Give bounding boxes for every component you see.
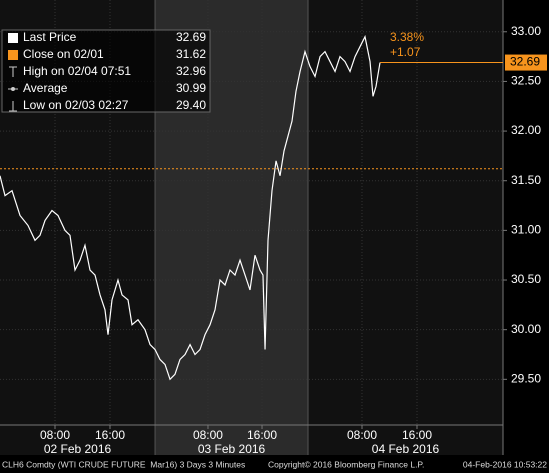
legend-label: Close on 02/01 xyxy=(23,47,104,61)
legend-icon xyxy=(8,50,18,60)
legend-value: 31.62 xyxy=(176,47,206,61)
y-tick-label: 31.50 xyxy=(511,173,541,187)
legend-label: High on 02/04 07:51 xyxy=(23,64,131,78)
legend-value: 30.99 xyxy=(176,81,206,95)
legend-icon xyxy=(9,66,17,77)
x-tick-label: 08:00 xyxy=(40,428,70,442)
y-tick-label: 29.50 xyxy=(511,371,541,385)
day-label: 02 Feb 2016 xyxy=(44,442,112,456)
legend-icon xyxy=(9,101,17,112)
annotation: +1.07 xyxy=(390,45,421,59)
y-tick-label: 30.50 xyxy=(511,272,541,286)
legend-label: Average xyxy=(23,81,68,95)
legend-label: Low on 02/03 02:27 xyxy=(23,98,129,112)
legend-value: 32.69 xyxy=(176,30,206,44)
legend-value: 32.96 xyxy=(176,64,206,78)
x-tick-label: 16:00 xyxy=(247,428,277,442)
x-tick-label: 08:00 xyxy=(347,428,377,442)
last-price-label: 32.69 xyxy=(510,55,540,69)
footer-timestamp: 04-Feb-2016 10:53:22 xyxy=(463,459,547,469)
x-tick-label: 16:00 xyxy=(95,428,125,442)
y-tick-label: 30.00 xyxy=(511,322,541,336)
legend-icon xyxy=(8,33,18,43)
footer-source: CLH6 Comdty (WTI CRUDE FUTURE Mar16) 3 D… xyxy=(2,459,245,469)
y-tick-label: 33.00 xyxy=(511,24,541,38)
footer-copyright: Copyright© 2016 Bloomberg Finance L.P. xyxy=(268,459,424,469)
day-label: 04 Feb 2016 xyxy=(372,442,440,456)
legend-label: Last Price xyxy=(23,30,77,44)
legend: Last Price 32.69 Close on 02/01 31.62 High o… xyxy=(1,29,211,113)
price-line xyxy=(0,34,381,381)
day-band xyxy=(308,0,503,425)
legend-icon xyxy=(11,87,15,91)
x-tick-label: 08:00 xyxy=(193,428,223,442)
x-tick-label: 16:00 xyxy=(402,428,432,442)
y-tick-label: 32.50 xyxy=(511,74,541,88)
day-band-axis xyxy=(308,425,503,455)
last-price-box xyxy=(505,54,547,71)
legend-box xyxy=(1,29,211,113)
legend-value: 29.40 xyxy=(176,98,206,112)
day-band-axis xyxy=(0,425,156,455)
y-tick-label: 31.00 xyxy=(511,223,541,237)
day-band-axis xyxy=(155,425,309,455)
annotation: 3.38% xyxy=(390,30,424,44)
y-tick-label: 32.00 xyxy=(511,123,541,137)
day-label: 03 Feb 2016 xyxy=(198,442,266,456)
